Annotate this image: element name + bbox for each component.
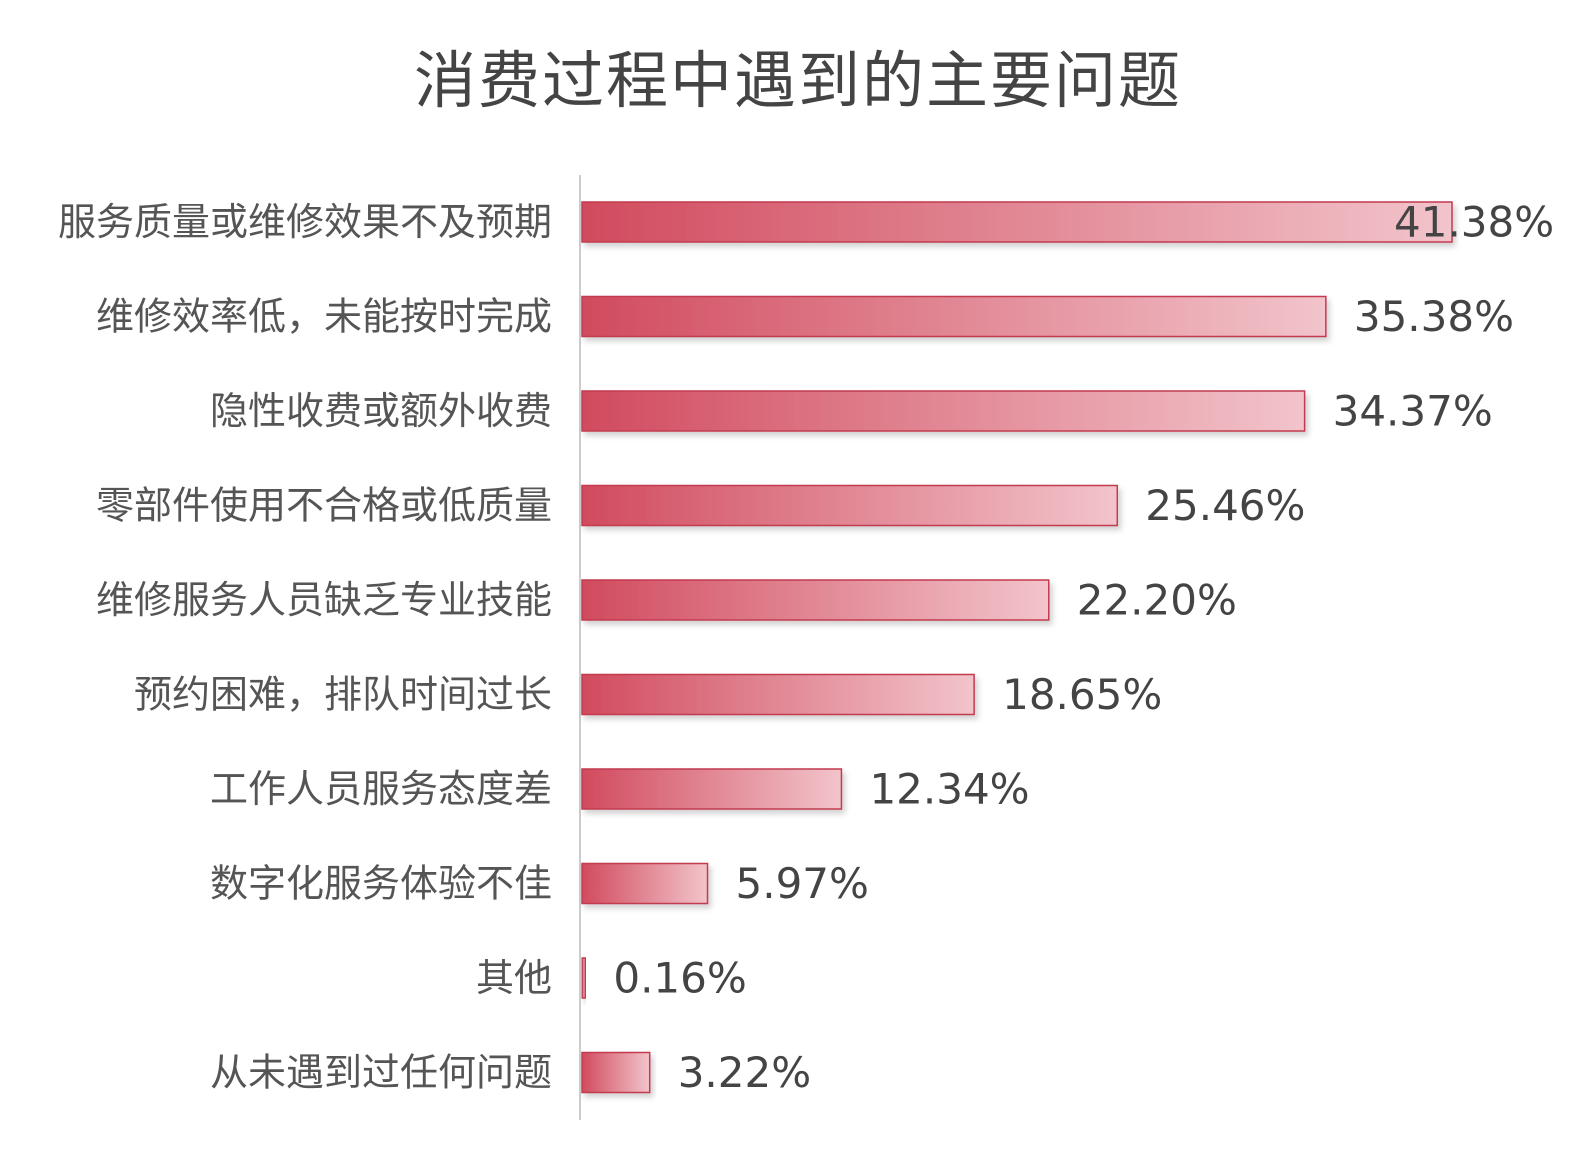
value-label: 25.46% <box>1145 481 1305 530</box>
value-label: 5.97% <box>736 859 869 908</box>
value-label: 22.20% <box>1077 576 1237 625</box>
bar <box>581 390 1306 432</box>
value-label: 12.34% <box>869 765 1029 814</box>
value-label: 35.38% <box>1354 292 1514 341</box>
category-label: 零部件使用不合格或低质量 <box>96 484 552 528</box>
value-label: 41.38% <box>1394 198 1554 247</box>
category-label: 工作人员服务态度差 <box>210 767 552 811</box>
chart-title: 消费过程中遇到的主要问题 <box>413 44 1182 117</box>
bar <box>581 768 843 810</box>
value-label: 34.37% <box>1333 387 1493 436</box>
bar <box>581 295 1327 338</box>
value-label: 3.22% <box>678 1048 811 1097</box>
value-label: 18.65% <box>1002 670 1162 719</box>
category-label: 维修服务人员缺乏专业技能 <box>96 578 552 622</box>
bar <box>581 484 1119 527</box>
category-label: 数字化服务体验不佳 <box>210 862 552 906</box>
category-label: 维修效率低，未能按时完成 <box>96 295 552 339</box>
bar <box>581 579 1050 621</box>
bar <box>581 673 975 716</box>
category-label: 从未遇到过任何问题 <box>210 1051 552 1095</box>
category-label: 其他 <box>476 956 552 1000</box>
category-label: 预约困难，排队时间过长 <box>134 673 552 717</box>
category-label: 服务质量或维修效果不及预期 <box>58 200 552 244</box>
category-label: 隐性收费或额外收费 <box>210 389 552 433</box>
bar <box>581 201 1453 243</box>
bar <box>581 957 587 999</box>
bar <box>581 862 709 905</box>
value-label: 0.16% <box>613 954 746 1003</box>
bar <box>581 1051 651 1094</box>
